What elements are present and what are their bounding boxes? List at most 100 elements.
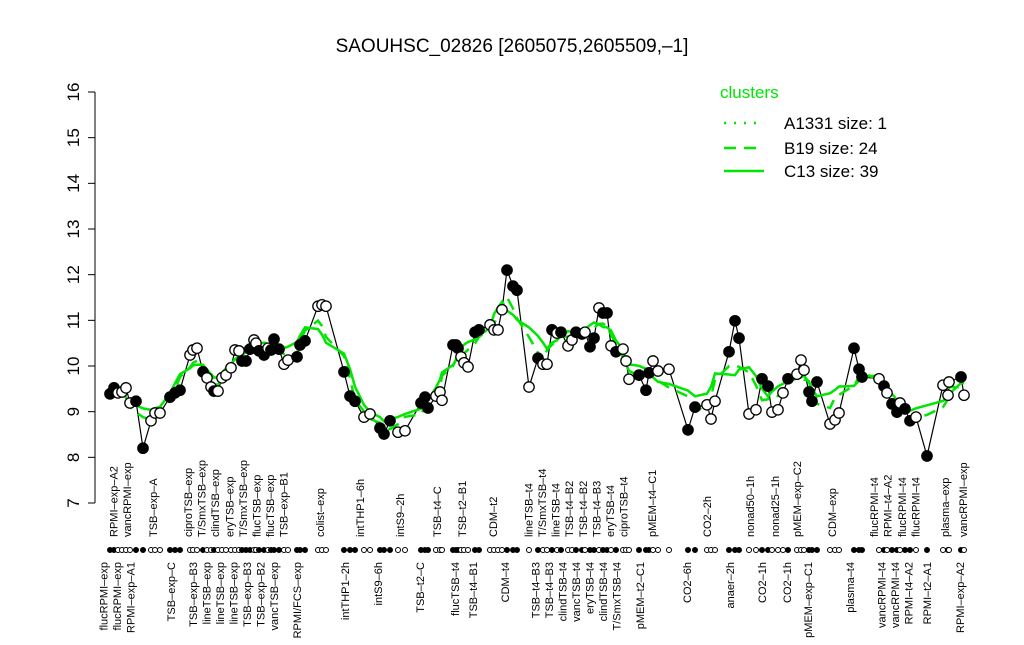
y-tick-label: 8 [64,453,83,462]
x-label-bottom: lineTSB–exp [202,562,214,624]
x-labels: flucRPMI–exp flucRPMI–exp RPMI–exp–A1 TSB–e… [99,460,971,638]
sample-marker [692,547,698,553]
x-label-top: plasma–exp [940,478,952,537]
x-label-bottom: RPMI–exp–A2 [955,562,967,633]
sample-marker [387,547,393,553]
sample-marker [425,547,431,553]
data-point [617,343,629,355]
sample-marker [177,547,183,553]
y-tick-label: 11 [64,312,83,330]
data-point [555,326,567,339]
data-point [320,300,332,313]
sample-marker [746,547,752,553]
x-label-bottom: vancTSB–t4 [571,562,583,622]
sample-marker [465,547,471,553]
sample-marker [573,547,579,553]
sample-marker [685,547,691,553]
data-point [798,364,810,376]
sample-marker [809,547,815,553]
data-point [777,387,789,399]
x-label-top: intS9–2h [395,494,407,537]
y-tick-label: 10 [64,357,83,376]
y-tick-label: 16 [64,83,83,102]
sample-marker [152,547,158,553]
data-point [541,358,553,371]
x-label-bottom: vancTSB–exp [269,562,281,630]
sample-marker [636,547,642,553]
x-label-bottom: anaer–2h [725,562,737,609]
y-tick-label: 13 [64,220,83,239]
x-label-top: T/SmxTSB–exp [238,460,250,537]
y-tick-label: 12 [64,265,83,284]
x-label-top: pMEM–t4–C1 [647,470,659,537]
data-point [523,381,535,393]
sample-marker [613,547,619,553]
x-label-top: nonad25–1h [770,476,782,537]
data-point [806,395,818,408]
x-label-top: lineTSB–t4 [524,483,536,537]
x-label-top: colist–exp [315,488,327,537]
x-label-bottom: CO2–1h [782,562,794,603]
sample-marker [535,547,541,553]
x-label-bottom: TSB–exp–B3 [242,562,254,627]
sample-marker [302,547,308,553]
x-label-top: CDM–exp [827,488,839,537]
data-point [268,333,280,345]
x-label-top: TSB–t4–B2 [564,481,576,537]
x-label-bottom: CO2–6h [682,562,694,603]
sample-marker [544,547,550,553]
sample-marker [367,547,373,553]
data-point [943,376,955,388]
sample-marker [712,547,718,553]
sample-marker [341,547,347,553]
sample-marker [172,547,178,553]
x-label-bottom: RPMI–t4–A2 [904,562,916,624]
x-label-top: T/SmxTSB–exp [197,460,209,537]
data-point [881,387,893,399]
data-point [647,355,659,367]
legend-label: B19 size: 24 [784,139,878,158]
sample-marker [133,547,139,553]
data-point [364,408,376,420]
data-point [705,413,717,425]
sample-marker [736,547,742,553]
sample-marker [476,547,482,553]
legend: clusters A1331 size: 1 B19 size: 24 C13 … [720,83,887,181]
data-point [137,442,149,455]
x-label-bottom: lineTSB–exp [229,562,241,624]
sample-marker [395,547,401,553]
y-tick-label: 7 [64,498,83,507]
data-point [511,284,523,297]
data-point [191,342,203,355]
sample-marker [271,547,277,553]
x-label-bottom: RPMI/FCS–exp [292,562,304,638]
data-point [833,407,845,419]
x-label-bottom: TSB–exp–C [166,562,178,621]
sample-marker [504,547,510,553]
sample-marker [907,547,913,553]
sample-marker [884,547,890,553]
x-label-bottom: CO2–1h [757,562,769,603]
data-point [462,361,474,373]
sample-marker [759,547,765,553]
data-point [349,395,361,408]
data-point [501,264,513,276]
data-point [225,361,237,374]
data-point [273,343,285,355]
sample-marker [851,547,857,553]
sample-marker [961,547,967,553]
sample-marker [801,547,807,553]
sample-marker [526,547,532,553]
x-label-bottom: clindTSB–t4 [598,562,610,621]
data-point [729,314,741,327]
x-label-bottom: TSB–exp–B3 [188,562,200,627]
data-point [588,332,600,344]
sample-marker [827,547,833,553]
data-point [663,363,675,376]
data-point [750,403,762,416]
x-label-top: flucRPMI–t4 [897,477,909,537]
x-label-bottom: flucRPMI–exp [99,562,111,630]
data-point [601,307,613,319]
data-point [942,389,954,402]
